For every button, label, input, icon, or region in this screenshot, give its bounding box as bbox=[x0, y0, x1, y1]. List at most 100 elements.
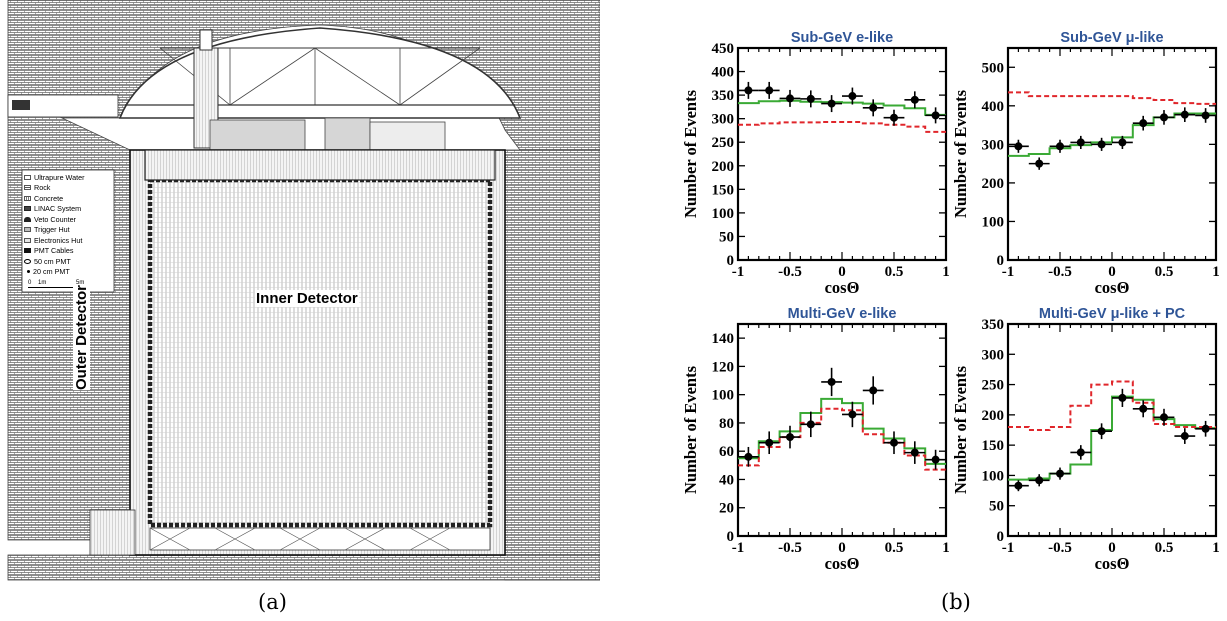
data-marker bbox=[931, 111, 940, 120]
data-point bbox=[1091, 423, 1112, 440]
y-tick-label: 0 bbox=[727, 253, 735, 269]
x-tick-label: 0.5 bbox=[885, 540, 904, 556]
outer-detector-label: Outer Detector bbox=[73, 284, 90, 390]
data-point bbox=[758, 81, 780, 99]
x-axis-label: cosΘ bbox=[1095, 554, 1130, 573]
data-marker bbox=[1160, 113, 1168, 122]
plot-panel-3: Multi-GeV e-like 0 20 40 60 80 100 120 140 -1 -0.5… bbox=[681, 306, 950, 573]
x-tick-label: 1 bbox=[942, 264, 950, 280]
x-axis-label: cosΘ bbox=[825, 554, 860, 573]
concrete-icon bbox=[24, 195, 31, 201]
data-marker bbox=[869, 386, 878, 395]
plots-svg: Sub-GeV e-like05010015020025030035040045… bbox=[681, 30, 1220, 573]
plot-panel-2: Sub-GeV μ-like 0 100 200 300 400 500 -1 -0.5 0 0.5… bbox=[951, 30, 1220, 297]
y-tick-label: 300 bbox=[982, 347, 1005, 363]
data-point bbox=[1070, 445, 1092, 460]
y-tick-label: 400 bbox=[712, 65, 735, 81]
data-point bbox=[1008, 480, 1029, 492]
plot-panel-4: Multi-GeV μ-like + PC 0 50 100 150 200 250 300 3… bbox=[951, 306, 1220, 573]
x-tick-label: 1 bbox=[1212, 264, 1220, 280]
detector-legend-box bbox=[21, 169, 115, 293]
pmt-50cm-icon bbox=[24, 258, 31, 264]
data-marker bbox=[910, 448, 919, 457]
y-tick-label: 150 bbox=[712, 182, 735, 198]
x-tick-label: 0.5 bbox=[1155, 540, 1174, 556]
data-marker bbox=[1056, 142, 1064, 151]
data-point bbox=[883, 431, 905, 455]
scale-label-0: 0 bbox=[28, 280, 32, 286]
legend-item: Rock bbox=[24, 183, 114, 194]
x-tick-label: -0.5 bbox=[778, 264, 802, 280]
y-tick-label: 100 bbox=[982, 214, 1005, 230]
data-point bbox=[883, 109, 905, 126]
data-marker bbox=[1076, 138, 1085, 147]
data-point bbox=[821, 367, 842, 397]
legend-label: LINAC System bbox=[34, 204, 82, 214]
data-point bbox=[1174, 107, 1196, 123]
x-tick-label: -0.5 bbox=[1048, 540, 1072, 556]
y-tick-label: 50 bbox=[989, 499, 1004, 515]
data-point bbox=[842, 401, 863, 428]
y-axis-label: Number of Events bbox=[681, 89, 700, 218]
data-point bbox=[800, 411, 822, 438]
data-marker bbox=[910, 95, 919, 104]
data-marker bbox=[1097, 140, 1106, 149]
caption-b: (b) bbox=[941, 590, 971, 614]
legend-item: Veto Counter bbox=[24, 214, 114, 225]
scale-label-1m: 1m bbox=[38, 280, 47, 286]
detector-schematic bbox=[7, 0, 601, 581]
data-point bbox=[1070, 135, 1092, 149]
data-marker bbox=[1118, 393, 1127, 402]
y-tick-label: 200 bbox=[982, 176, 1005, 192]
x-tick-label: 0 bbox=[838, 540, 846, 556]
rock-icon bbox=[24, 185, 31, 191]
data-marker bbox=[1097, 427, 1106, 436]
y-tick-label: 350 bbox=[712, 88, 735, 104]
legend-item: Trigger Hut bbox=[24, 225, 114, 236]
data-point bbox=[1049, 467, 1071, 480]
legend-label: Trigger Hut bbox=[34, 225, 70, 235]
data-marker bbox=[744, 452, 753, 461]
zenith-angle-plots: Sub-GeV e-like 0 50 100 150 200 250 300 350 400 45… bbox=[672, 28, 1227, 578]
detector-legend: Ultrapure Water Rock Concrete LINAC System V… bbox=[24, 172, 114, 277]
plot-panel-1: Sub-GeV e-like 0 50 100 150 200 250 300 350 400 45… bbox=[681, 30, 950, 297]
plot-title: Sub-GeV μ-like bbox=[1060, 30, 1163, 46]
data-marker bbox=[890, 438, 898, 447]
data-marker bbox=[1201, 111, 1210, 120]
data-point bbox=[925, 107, 946, 124]
y-tick-label: 40 bbox=[719, 472, 734, 488]
data-point bbox=[758, 431, 780, 455]
solid-step-line bbox=[738, 99, 946, 116]
data-marker bbox=[1180, 110, 1189, 119]
legend-item: LINAC System bbox=[24, 204, 114, 215]
data-point bbox=[1195, 420, 1216, 437]
plot-frame bbox=[736, 46, 948, 262]
data-marker bbox=[827, 99, 836, 108]
y-tick-label: 500 bbox=[982, 60, 1005, 76]
data-marker bbox=[1160, 413, 1168, 422]
y-tick-label: 140 bbox=[712, 331, 735, 347]
data-marker bbox=[765, 86, 774, 95]
legend-item: Concrete bbox=[24, 193, 114, 204]
data-marker bbox=[827, 377, 836, 386]
x-tick-label: 0.5 bbox=[885, 264, 904, 280]
y-axis-label: Number of Events bbox=[681, 365, 700, 494]
data-point bbox=[1132, 400, 1154, 418]
x-tick-label: -1 bbox=[1002, 264, 1015, 280]
x-tick-label: 0 bbox=[838, 264, 846, 280]
data-point bbox=[1132, 115, 1154, 131]
plot-title: Multi-GeV μ-like + PC bbox=[1039, 306, 1186, 322]
plot-title: Sub-GeV e-like bbox=[791, 30, 893, 46]
legend-item: Ultrapure Water bbox=[24, 172, 114, 183]
x-tick-label: -1 bbox=[732, 264, 745, 280]
x-tick-label: 1 bbox=[1212, 540, 1220, 556]
data-marker bbox=[786, 94, 794, 103]
y-tick-label: 60 bbox=[719, 444, 734, 460]
data-marker bbox=[1139, 119, 1148, 128]
data-marker bbox=[744, 86, 753, 95]
dashed-step-line bbox=[1008, 380, 1216, 431]
y-tick-label: 350 bbox=[982, 317, 1005, 333]
data-marker bbox=[931, 455, 940, 464]
ultrapure-water-icon bbox=[24, 174, 31, 180]
data-point bbox=[1153, 110, 1175, 125]
